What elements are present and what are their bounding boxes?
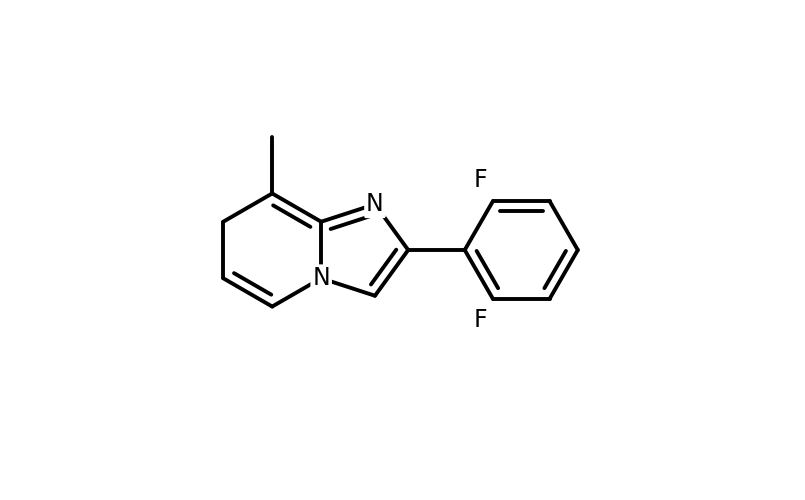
Text: N: N: [366, 192, 384, 216]
Text: F: F: [474, 168, 488, 192]
Text: F: F: [474, 308, 488, 332]
Text: N: N: [312, 266, 330, 290]
